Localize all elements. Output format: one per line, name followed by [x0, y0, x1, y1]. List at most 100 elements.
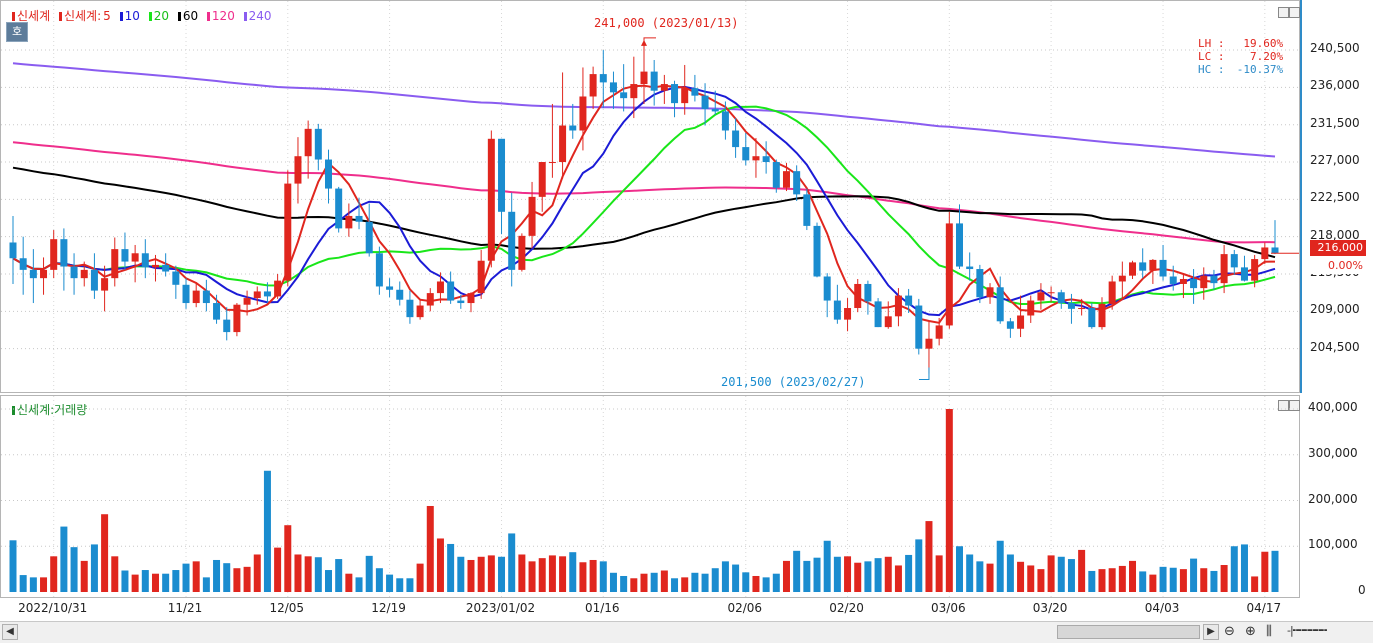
stat-hc: HC : -10.37% [1198, 63, 1284, 76]
candle-body [986, 287, 994, 298]
volume-bar [192, 561, 200, 592]
price-tick-label: 227,000 [1310, 153, 1360, 168]
price-axis[interactable]: 240,500 236,000 231,500 227,000 222,500 218,0… [1300, 0, 1373, 393]
volume-bar [1251, 576, 1259, 592]
volume-bar [986, 563, 994, 592]
volume-bar [70, 547, 78, 592]
high-annotation: 241,000 (2023/01/13) [594, 16, 739, 30]
legend-marker [148, 12, 152, 21]
candle-body [701, 95, 709, 109]
volume-bar [1118, 565, 1126, 592]
candle-body [650, 71, 658, 91]
candle-body [60, 239, 68, 267]
candle-body [1108, 281, 1116, 304]
candle-body [121, 249, 129, 262]
candle-body [355, 215, 363, 222]
candle-body [681, 88, 689, 104]
volume-bar [782, 560, 790, 592]
date-tick-label: 02/06 [727, 601, 763, 615]
volume-legend: 신세계:거래량 [9, 401, 89, 418]
volume-bar [121, 570, 129, 592]
date-tick-label: 02/20 [829, 601, 864, 615]
candle-body [1251, 259, 1259, 281]
volume-bar [518, 554, 526, 592]
scroll-right-icon[interactable]: ▶ [1203, 624, 1219, 640]
range-slider-icon[interactable]: -|╍╍╍╍╍╍ [1287, 624, 1327, 637]
volume-bar [925, 521, 933, 592]
volume-bar [1108, 568, 1116, 592]
candle-body [996, 287, 1004, 322]
candle-body [691, 88, 699, 96]
volume-bar [1139, 571, 1147, 592]
close-icon[interactable] [1289, 7, 1300, 18]
volume-bar [732, 564, 740, 592]
zoom-out-icon[interactable]: ⊖ [1224, 624, 1235, 639]
volume-bar [375, 568, 383, 592]
volume-bar [1220, 565, 1228, 592]
date-tick-label: 01/16 [584, 601, 620, 615]
bars-icon[interactable]: ⫼ [1266, 624, 1272, 639]
volume-axis[interactable]: 400,000 300,000 200,000 100,000 0 [1300, 395, 1373, 598]
price-chart-panel[interactable]: 신세계 신세계: 5 10 20 60 120 240 호 241,000 (20… [0, 0, 1300, 393]
volume-bar [894, 565, 902, 592]
date-tick-label: 12/05 [269, 601, 305, 615]
candle-body [141, 253, 149, 268]
candle-body [1261, 247, 1269, 260]
candle-body [162, 264, 170, 272]
legend-marker [58, 12, 62, 21]
zoom-in-icon[interactable]: ⊕ [1245, 624, 1256, 639]
candle-body [101, 278, 109, 291]
volume-bar [396, 578, 404, 592]
volume-chart-panel[interactable]: 신세계:거래량 [0, 395, 1300, 598]
candle-body [1240, 267, 1248, 281]
candle-body [660, 84, 668, 91]
volume-bar [660, 570, 668, 592]
candle-body [874, 301, 882, 328]
volume-bar [538, 558, 546, 592]
candle-body [1067, 303, 1075, 309]
volume-bar [1088, 570, 1096, 592]
scroll-thumb[interactable] [1057, 625, 1200, 639]
volume-tick-label: 400,000 [1308, 400, 1358, 414]
low-annotation: 201,500 (2023/02/27) [721, 375, 866, 389]
candle-body [192, 290, 200, 304]
volume-bar [223, 563, 231, 592]
volume-bar [141, 570, 149, 592]
volume-bar [467, 559, 475, 592]
volume-bar [1047, 555, 1055, 592]
legend-ma-5: 5 [103, 9, 111, 23]
date-tick-label: 03/06 [931, 601, 966, 615]
candle-body [416, 305, 424, 318]
candle-body [487, 138, 495, 261]
legend-marker [12, 406, 15, 415]
minimize-icon[interactable] [1278, 7, 1289, 18]
price-tick-label: 222,500 [1310, 190, 1360, 205]
candle-body [711, 108, 719, 112]
volume-bar [1027, 565, 1035, 592]
scrollbar[interactable]: ◀ ▶ ⊖ ⊕ ⫼ -|╍╍╍╍╍╍ [0, 621, 1373, 643]
volume-bar [477, 556, 485, 592]
volume-bar [1067, 559, 1075, 592]
volume-bar [671, 578, 679, 592]
scroll-left-icon[interactable]: ◀ [2, 624, 18, 640]
volume-bar [772, 573, 780, 592]
volume-bar [630, 578, 638, 592]
ma-5-line [12, 84, 1276, 324]
candle-body [436, 281, 444, 294]
candle-body [29, 269, 37, 279]
price-tick-label: 209,000 [1310, 302, 1360, 317]
volume-bar [325, 570, 332, 592]
ma-60-line [12, 166, 1276, 259]
volume-bar [406, 578, 414, 592]
candle-body [284, 183, 292, 281]
cursor-marker[interactable]: 호 [6, 22, 28, 42]
close-icon[interactable] [1289, 400, 1300, 411]
minimize-icon[interactable] [1278, 400, 1289, 411]
candle-body [202, 290, 210, 304]
candle-body [335, 188, 343, 229]
volume-bar [365, 555, 373, 592]
volume-tick-label: 200,000 [1308, 491, 1358, 506]
volume-bar [1037, 569, 1045, 592]
volume-bar [1271, 550, 1279, 592]
volume-tick-label: 300,000 [1308, 445, 1358, 460]
